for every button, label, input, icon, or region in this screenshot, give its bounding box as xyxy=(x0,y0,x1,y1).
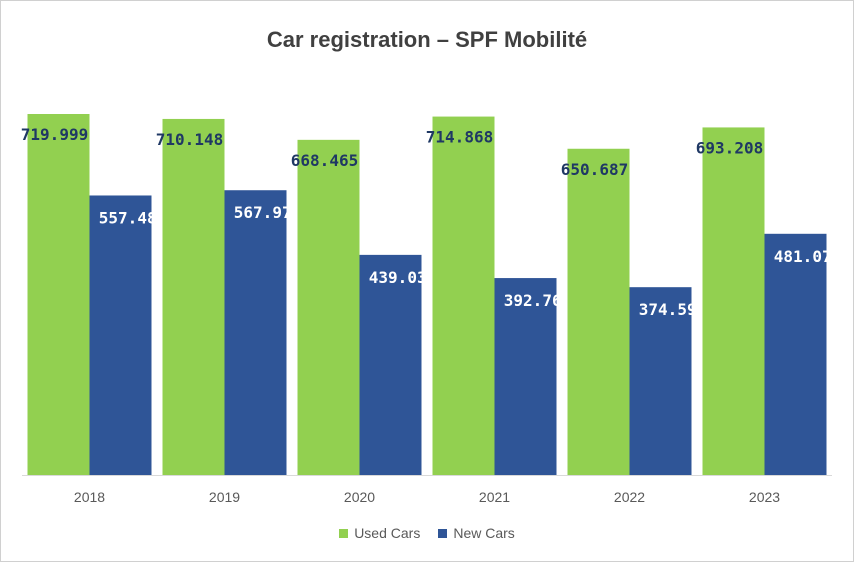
bar-used-cars-2018 xyxy=(27,114,90,476)
data-label-new-cars-2018: 557.487 xyxy=(99,208,166,227)
chart-title: Car registration – SPF Mobilité xyxy=(266,27,588,52)
bar-used-cars-2020 xyxy=(297,139,360,475)
bar-new-cars-2022 xyxy=(629,287,692,475)
data-label-used-cars-2021: 714.868 xyxy=(426,128,493,147)
x-tick-label-2020: 2020 xyxy=(344,489,375,505)
legend-item-used-cars: Used Cars xyxy=(339,525,420,541)
bar-used-cars-2022 xyxy=(567,148,630,476)
data-label-used-cars-2018: 719.999 xyxy=(21,125,88,144)
legend: Used Cars New Cars xyxy=(1,525,853,541)
legend-swatch-used-cars xyxy=(339,528,349,538)
legend-label-new-cars: New Cars xyxy=(453,525,515,541)
x-tick-label-2019: 2019 xyxy=(209,489,240,505)
bar-used-cars-2023 xyxy=(702,127,765,475)
data-label-new-cars-2020: 439.038 xyxy=(369,268,436,287)
x-tick-label-2023: 2023 xyxy=(749,489,780,505)
bar-chart: 719.999 557.487 2018 710.148 567.970 2019 668.… xyxy=(21,114,841,505)
data-label-used-cars-2020: 668.465 xyxy=(291,151,358,170)
data-label-used-cars-2019: 710.148 xyxy=(156,130,223,149)
x-tick-label-2022: 2022 xyxy=(614,489,645,505)
x-tick-label-2018: 2018 xyxy=(74,489,105,505)
bar-new-cars-2018 xyxy=(89,195,152,475)
legend-swatch-new-cars xyxy=(438,528,448,538)
bar-new-cars-2019 xyxy=(224,190,287,476)
data-label-new-cars-2021: 392.769 xyxy=(504,291,571,310)
data-label-new-cars-2023: 481.079 xyxy=(774,247,841,266)
bar-used-cars-2019 xyxy=(162,118,225,475)
data-label-used-cars-2023: 693.208 xyxy=(696,138,763,157)
bar-new-cars-2020 xyxy=(359,254,422,475)
bar-used-cars-2021 xyxy=(432,116,495,476)
bar-new-cars-2023 xyxy=(764,233,827,475)
data-label-new-cars-2022: 374.597 xyxy=(639,300,706,319)
legend-item-new-cars: New Cars xyxy=(438,525,515,541)
data-label-new-cars-2019: 567.970 xyxy=(234,203,301,222)
x-tick-label-2021: 2021 xyxy=(479,489,510,505)
data-label-used-cars-2022: 650.687 xyxy=(561,160,628,179)
legend-label-used-cars: Used Cars xyxy=(354,525,421,541)
bar-new-cars-2021 xyxy=(494,278,557,475)
